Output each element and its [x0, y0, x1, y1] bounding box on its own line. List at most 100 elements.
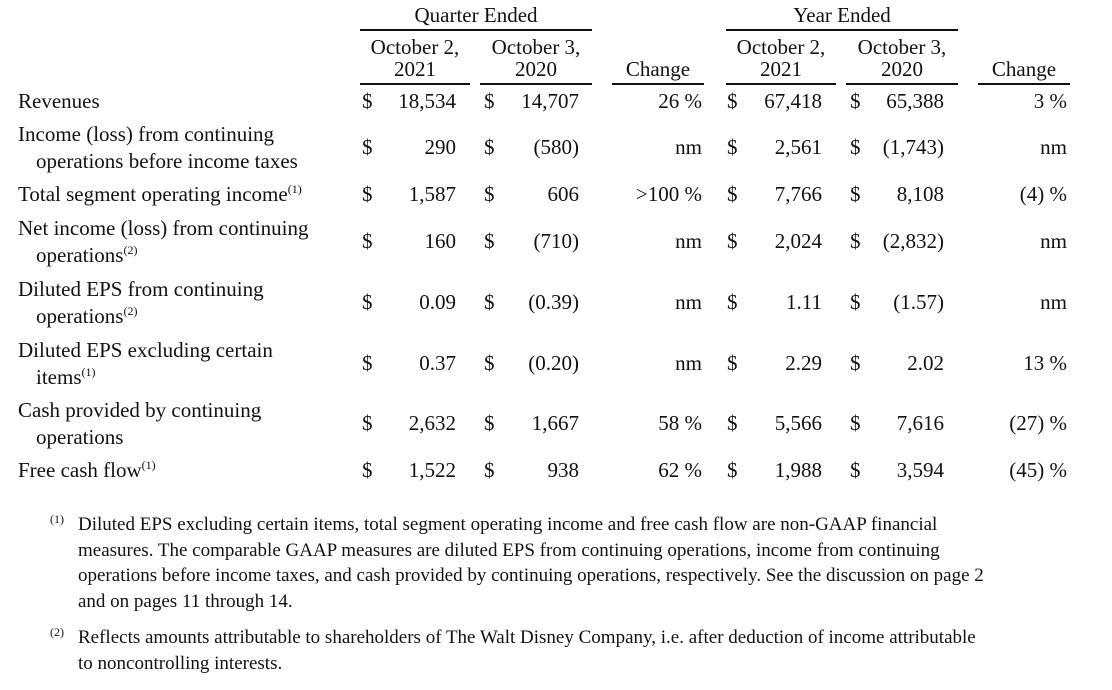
- q-col2-header-line2: 2020: [515, 57, 557, 81]
- row-label-line: operations before income taxes: [18, 148, 298, 175]
- cell-qc: nm: [675, 135, 702, 159]
- year-ended-header: Year Ended: [793, 3, 891, 27]
- dollar-sign: $: [484, 135, 495, 159]
- cell-q2: 14,707: [521, 89, 579, 113]
- cell-yc: nm: [1040, 135, 1067, 159]
- cell-q2: (710): [533, 229, 580, 253]
- cell-q1: 0.37: [419, 351, 456, 375]
- footnote-text: Diluted EPS excluding certain items, tot…: [78, 512, 984, 614]
- dollar-sign: $: [850, 182, 861, 206]
- quarter-ended-underline: [360, 29, 592, 31]
- dollar-sign: $: [850, 89, 861, 113]
- dollar-sign: $: [362, 351, 373, 375]
- cell-y2: (1,743): [882, 135, 944, 159]
- cell-qc: nm: [675, 229, 702, 253]
- cell-y2: (1.57): [893, 290, 944, 314]
- cell-y1: 67,418: [764, 89, 822, 113]
- cell-q2: 1,667: [531, 411, 579, 435]
- cell-y2: 65,388: [886, 89, 944, 113]
- row-label-line: Diluted EPS excluding certain: [18, 337, 273, 364]
- footnote-ref: (2): [123, 304, 138, 318]
- y-col2-header-line2: 2020: [881, 57, 923, 81]
- row-label: Total segment operating income(1): [18, 181, 302, 208]
- dollar-sign: $: [362, 182, 373, 206]
- dollar-sign: $: [727, 458, 738, 482]
- dollar-sign: $: [362, 229, 373, 253]
- cell-y1: 7,766: [774, 182, 822, 206]
- cell-y1: 2.29: [785, 351, 822, 375]
- row-label-text: Total segment operating income: [18, 182, 288, 206]
- y-col1-header-line2: 2021: [760, 57, 802, 81]
- row-label-line: items(1): [18, 364, 273, 391]
- dollar-sign: $: [362, 290, 373, 314]
- footnote-mark: (2): [50, 625, 64, 639]
- q-col1-underline: [360, 83, 470, 85]
- row-label: Cash provided by continuing operations: [18, 397, 261, 451]
- row-label: Net income (loss) from continuing operati…: [18, 215, 308, 269]
- cell-yc: (4) %: [1019, 182, 1067, 206]
- cell-qc: 58 %: [658, 411, 702, 435]
- row-label-text: Cash provided by continuing: [18, 398, 262, 422]
- dollar-sign: $: [484, 411, 495, 435]
- year-ended-underline: [726, 29, 958, 31]
- cell-q1: 1,522: [408, 458, 456, 482]
- q-change-header: Change: [625, 57, 691, 81]
- dollar-sign: $: [850, 290, 861, 314]
- row-label-line: Diluted EPS from continuing: [18, 276, 264, 303]
- footnote-line: and on pages 11 through 14.: [78, 590, 293, 612]
- q-col2-underline: [480, 83, 592, 85]
- cell-qc: 26 %: [658, 89, 702, 113]
- dollar-sign: $: [484, 290, 495, 314]
- row-label-line: Net income (loss) from continuing: [18, 215, 308, 242]
- q-col1-header-line2: 2021: [394, 57, 436, 81]
- row-label-line: Free cash flow(1): [18, 457, 156, 484]
- cell-q2: 938: [547, 458, 580, 482]
- y-col2-underline: [846, 83, 958, 85]
- cell-yc: (45) %: [1009, 458, 1067, 482]
- cell-q1: 2,632: [408, 411, 456, 435]
- y-col2-header-line1: October 3,: [857, 35, 947, 59]
- cell-q1: 18,534: [398, 89, 456, 113]
- row-label-text: items: [36, 365, 82, 389]
- cell-y1: 2,561: [774, 135, 822, 159]
- cell-y1: 1,988: [774, 458, 822, 482]
- dollar-sign: $: [484, 182, 495, 206]
- cell-yc: nm: [1040, 290, 1067, 314]
- dollar-sign: $: [362, 89, 373, 113]
- footnote-line: measures. The comparable GAAP measures a…: [78, 539, 940, 561]
- cell-qc: nm: [675, 290, 702, 314]
- cell-qc: >100 %: [635, 182, 702, 206]
- row-label-text: operations: [36, 243, 124, 267]
- row-label-text: Free cash flow: [18, 458, 142, 482]
- row-label-text: operations: [36, 304, 124, 328]
- row-label-text: Diluted EPS excluding certain: [18, 338, 273, 362]
- cell-yc: 3 %: [1033, 89, 1067, 113]
- row-label-text: Revenues: [18, 89, 100, 113]
- cell-y1: 1.11: [786, 290, 822, 314]
- dollar-sign: $: [850, 229, 861, 253]
- row-label-text: Net income (loss) from continuing: [18, 216, 309, 240]
- row-label-text: operations: [36, 425, 124, 449]
- dollar-sign: $: [850, 458, 861, 482]
- dollar-sign: $: [850, 351, 861, 375]
- footnote-ref: (1): [141, 458, 156, 472]
- cell-qc: 62 %: [658, 458, 702, 482]
- row-label-line: Cash provided by continuing: [18, 397, 261, 424]
- cell-q2: (0.20): [528, 351, 579, 375]
- cell-qc: nm: [675, 351, 702, 375]
- row-label: Revenues: [18, 88, 100, 115]
- row-label: Diluted EPS from continuing operations(2): [18, 276, 264, 330]
- row-label-line: operations(2): [18, 303, 264, 330]
- dollar-sign: $: [727, 135, 738, 159]
- cell-q2: (0.39): [528, 290, 579, 314]
- cell-y2: 2.02: [907, 351, 944, 375]
- footnote-ref: (2): [123, 243, 138, 257]
- footnote-ref: (1): [287, 182, 302, 196]
- cell-y2: 7,616: [896, 411, 944, 435]
- q-change-underline: [612, 83, 704, 85]
- dollar-sign: $: [484, 351, 495, 375]
- cell-q1: 1,587: [408, 182, 456, 206]
- y-change-header: Change: [991, 57, 1057, 81]
- cell-yc: nm: [1040, 229, 1067, 253]
- cell-q1: 160: [424, 229, 457, 253]
